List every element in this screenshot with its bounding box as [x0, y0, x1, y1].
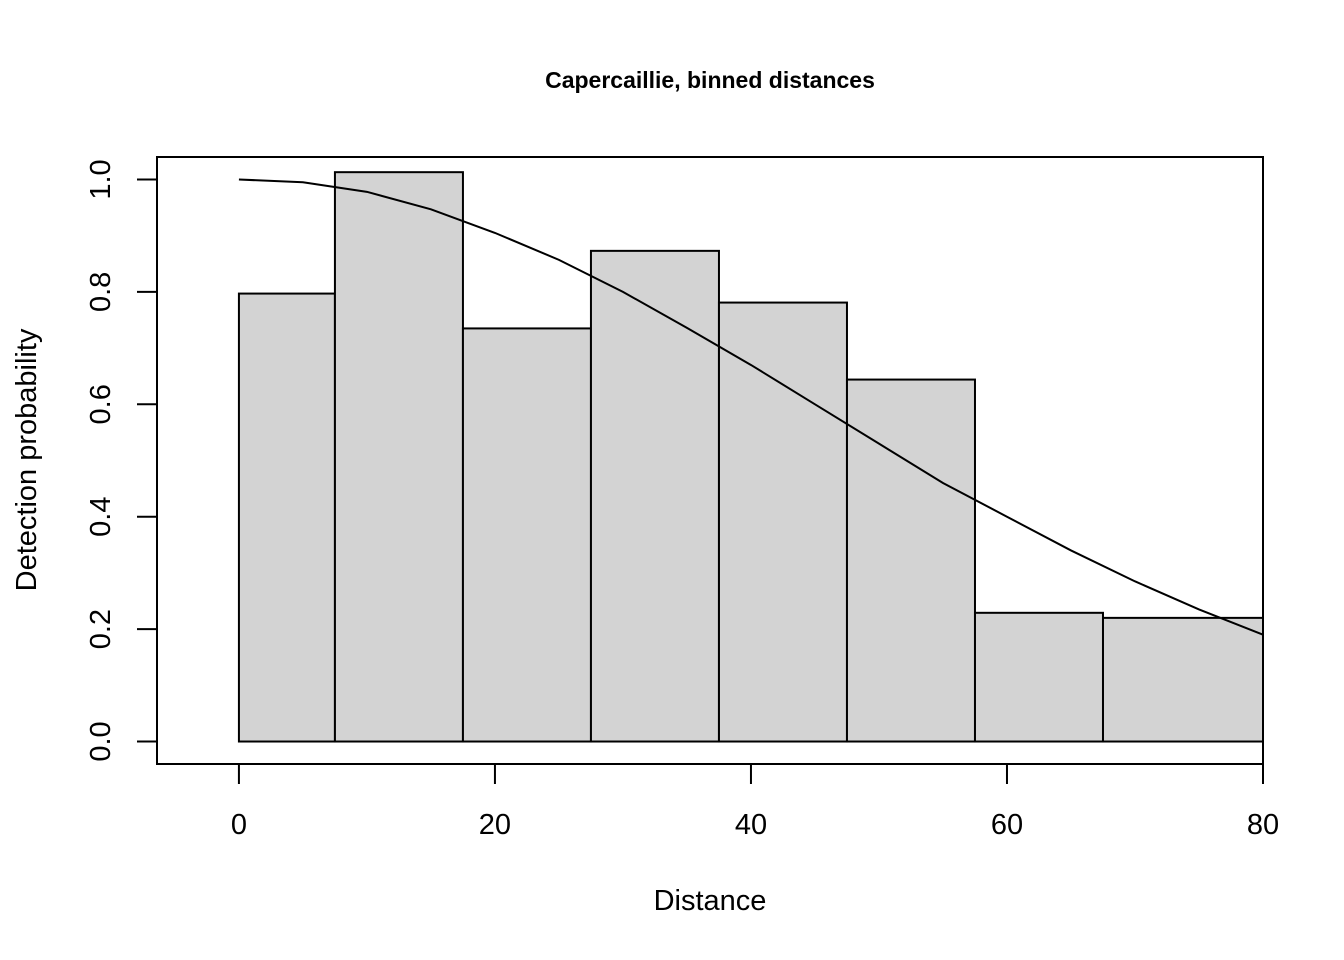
x-tick-label-4: 80 — [1247, 809, 1279, 841]
y-tick-label-5: 1.0 — [85, 159, 117, 199]
histogram-bar-7 — [973, 611, 1104, 743]
x-tick-label-1: 20 — [479, 809, 511, 841]
x-tick-label-0: 0 — [231, 809, 247, 841]
y-tick-label-1: 0.2 — [85, 609, 117, 649]
x-axis: 0 20 40 60 80 — [231, 763, 1279, 841]
y-tick-label-3: 0.6 — [85, 384, 117, 424]
histogram-bar-6 — [845, 378, 976, 743]
histogram-bars — [237, 171, 1264, 743]
y-tick-label-4: 0.8 — [85, 272, 117, 312]
chart-title: Capercaillie, binned distances — [545, 67, 875, 93]
histogram-bar-3 — [461, 327, 592, 743]
y-tick-label-0: 0.0 — [85, 721, 117, 761]
x-tick-label-3: 60 — [991, 809, 1023, 841]
histogram-bar-1 — [237, 292, 336, 743]
y-axis: 0.0 0.2 0.4 0.6 0.8 1.0 — [85, 159, 158, 762]
x-axis-label: Distance — [654, 885, 767, 917]
fitted-detection-curve — [238, 178, 1264, 636]
histogram-bar-5 — [717, 301, 848, 743]
x-tick-label-2: 40 — [735, 809, 767, 841]
fitted-curve-layer — [238, 178, 1264, 636]
histogram-bar-2 — [333, 171, 464, 743]
y-tick-label-2: 0.4 — [85, 497, 117, 537]
histogram-bar-4 — [589, 249, 720, 743]
histogram-bar-8 — [1101, 616, 1264, 743]
y-axis-label: Detection probability — [11, 328, 43, 591]
